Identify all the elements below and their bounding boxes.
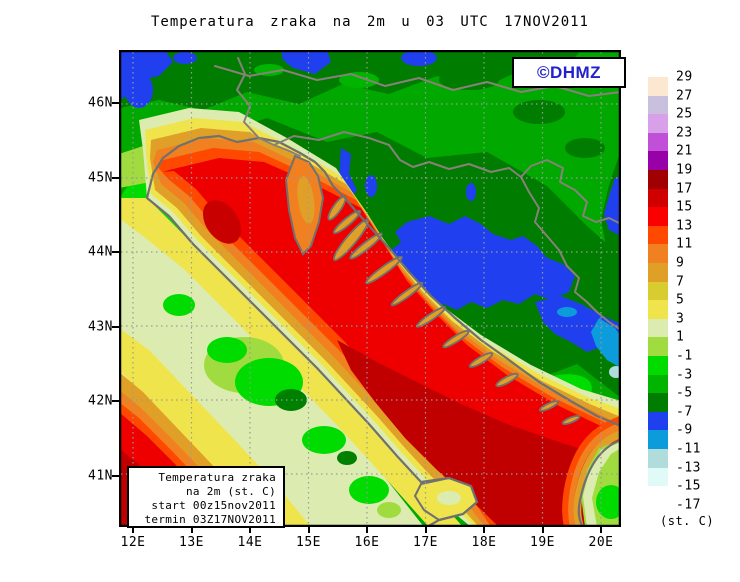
y-tick-label: 46N	[88, 95, 113, 111]
map-gargano-inner	[437, 491, 461, 505]
colorbar-color-box	[648, 151, 668, 171]
colorbar-color-box	[648, 207, 668, 227]
colorbar-color-box	[648, 300, 668, 320]
colorbar-value-label: 13	[676, 218, 693, 234]
x-tick-label: 12E	[120, 535, 146, 550]
map-adriatic-warm-tongue	[139, 108, 621, 527]
y-tick-label: 43N	[88, 319, 113, 335]
map-italy-land	[119, 198, 463, 527]
colorbar-color-box	[648, 393, 668, 413]
y-tick-label: 41N	[88, 468, 113, 484]
colorbar-value-label: -1	[676, 348, 693, 364]
page-title: Temperatura zraka na 2m u 03 UTC 17NOV20…	[150, 14, 589, 30]
colorbar-color-box	[648, 225, 668, 246]
x-tick-label: 14E	[237, 535, 263, 550]
colorbar-value-label: 21	[676, 143, 693, 159]
x-tick-label: 17E	[413, 535, 438, 550]
colorbar-color-box	[648, 467, 668, 488]
x-tick-mark	[600, 527, 602, 533]
colorbar-color-box	[648, 188, 668, 209]
colorbar-value-label: -17	[676, 497, 701, 513]
colorbar-color-box	[648, 486, 668, 506]
y-tick-mark	[112, 251, 119, 254]
run-info-line: na 2m (st. C)	[186, 485, 276, 498]
run-info-line: termin 03Z17NOV2011	[144, 513, 276, 526]
y-tick-mark	[112, 102, 119, 104]
y-tick-label: 44N	[88, 244, 113, 260]
y-tick-label: 45N	[88, 170, 113, 186]
map-cold-azure-regions	[557, 307, 623, 378]
x-tick-mark	[132, 527, 134, 533]
colorbar-color-box	[648, 281, 668, 302]
colorbar-color-box	[648, 263, 668, 283]
colorbar-value-label: 27	[676, 88, 693, 104]
colorbar-value-label: 9	[676, 255, 685, 271]
x-tick-mark	[307, 527, 310, 533]
x-tick-label: 18E	[471, 535, 497, 550]
x-tick-mark	[190, 527, 193, 533]
colorbar-color-box	[648, 77, 668, 97]
colorbar-color-box	[648, 337, 668, 357]
colorbar-color-box	[648, 114, 668, 134]
colorbar-color-box	[648, 318, 668, 339]
colorbar-value-label: -15	[676, 478, 701, 494]
colorbar-value-label: 5	[676, 292, 685, 308]
colorbar-unit-label: (st. C)	[660, 514, 715, 528]
colorbar-value-label: 1	[676, 329, 685, 345]
colorbar-value-label: -11	[676, 441, 701, 457]
map-coastlines	[145, 134, 623, 529]
colorbar-value-label: 19	[676, 162, 693, 178]
colorbar-value-label: -9	[676, 422, 693, 438]
dhmz-watermark-box: ©DHMZ	[512, 57, 626, 88]
dhmz-watermark-label: ©DHMZ	[536, 62, 602, 82]
colorbar-value-label: 29	[676, 69, 693, 85]
y-tick-mark	[112, 325, 119, 328]
colorbar-color-box	[648, 170, 668, 190]
y-tick-mark	[112, 475, 119, 477]
x-tick-mark	[366, 527, 368, 533]
colorbar-value-label: 25	[676, 106, 693, 122]
colorbar-value-label: 17	[676, 181, 693, 197]
y-tick-mark	[112, 400, 119, 403]
colorbar-color-box	[648, 95, 668, 116]
colorbar-value-label: 23	[676, 125, 693, 141]
x-tick-label: 13E	[179, 535, 204, 550]
colorbar-color-box	[648, 132, 668, 153]
x-tick-mark	[249, 527, 251, 533]
colorbar-color-box	[648, 411, 668, 432]
colorbar-value-label: -7	[676, 404, 693, 420]
x-tick-label: 15E	[296, 535, 321, 550]
colorbar-color-box	[648, 374, 668, 395]
run-info-box: Temperatura zraka na 2m (st. C) start 00…	[127, 466, 285, 528]
colorbar-value-label: 15	[676, 199, 693, 215]
colorbar-color-box	[648, 449, 668, 469]
colorbar-color-box	[648, 244, 668, 264]
temperature-map	[115, 49, 626, 529]
x-tick-label: 19E	[530, 535, 555, 550]
colorbar-value-label: -3	[676, 367, 693, 383]
map-grid-lines	[121, 52, 619, 525]
colorbar-value-label: 11	[676, 236, 693, 252]
y-tick-label: 42N	[88, 393, 113, 409]
colorbar-value-label: -13	[676, 460, 701, 476]
x-tick-mark	[424, 527, 427, 533]
colorbar-value-label: 7	[676, 274, 685, 290]
y-tick-mark	[112, 176, 119, 179]
colorbar-value-label: 3	[676, 311, 685, 327]
x-tick-label: 20E	[588, 535, 614, 550]
x-tick-mark	[541, 527, 544, 533]
run-info-line: start 00z15nov2011	[151, 499, 276, 512]
x-tick-label: 16E	[354, 535, 380, 550]
run-info-line: Temperatura zraka	[158, 471, 276, 484]
colorbar-color-box	[648, 356, 668, 376]
colorbar-value-label: -5	[676, 385, 693, 401]
x-tick-mark	[483, 527, 485, 533]
map-frame	[115, 49, 626, 529]
map-istria-and-islands	[284, 154, 581, 425]
colorbar-color-box	[648, 430, 668, 450]
map-border	[118, 49, 622, 528]
